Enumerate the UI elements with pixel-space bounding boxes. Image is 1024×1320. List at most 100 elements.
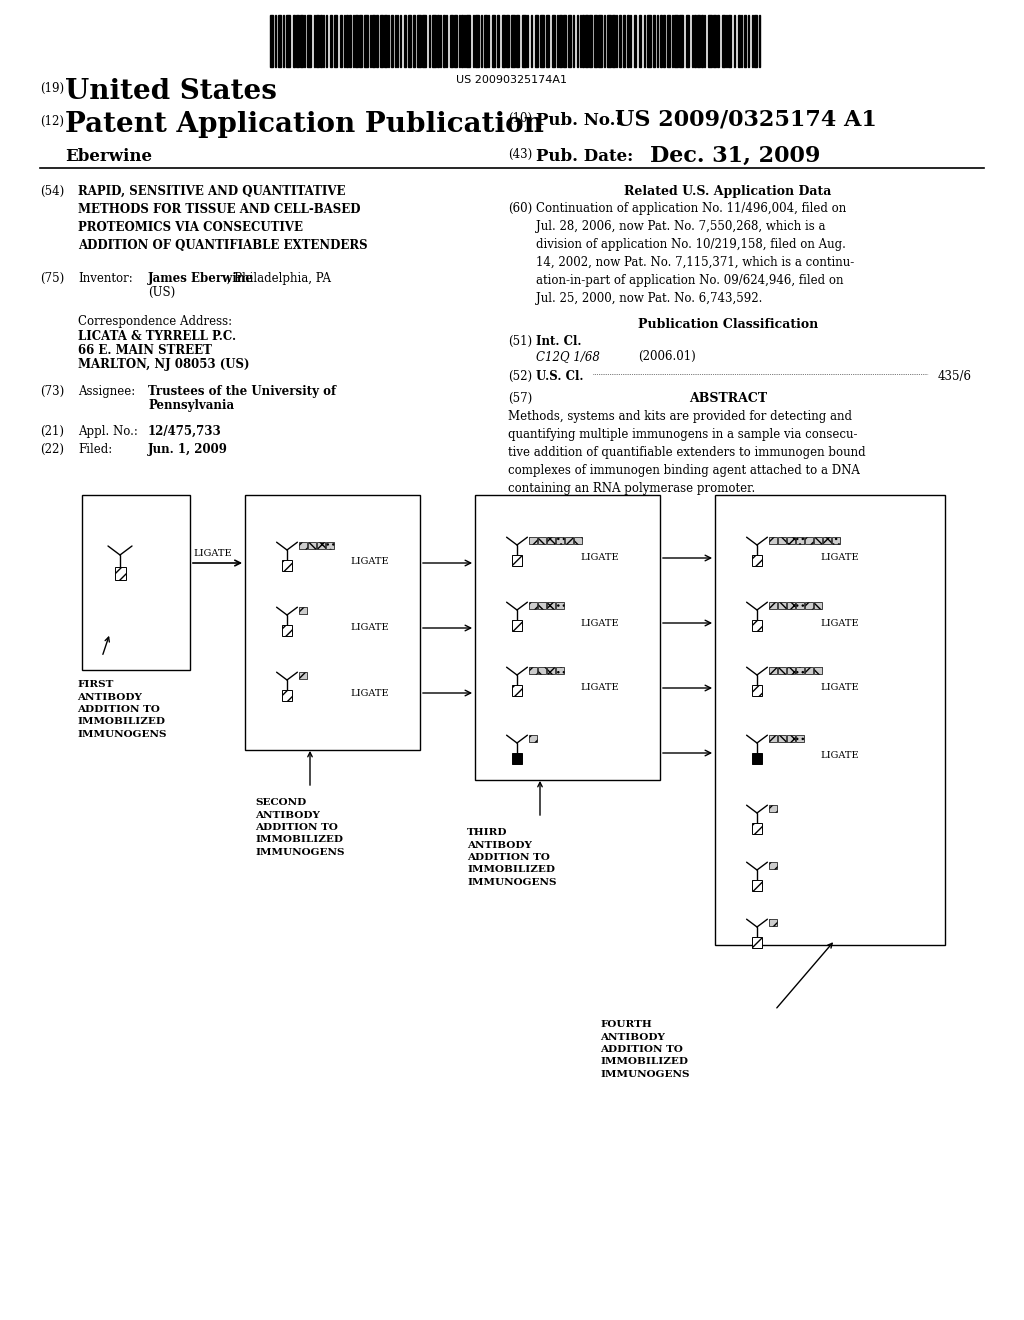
Bar	[282, 690, 292, 701]
Bar	[725, 15, 727, 67]
Bar	[497, 15, 499, 67]
Text: THIRD
ANTIBODY
ADDITION TO
IMMOBILIZED
IMMUNOGENS: THIRD ANTIBODY ADDITION TO IMMOBILIZED I…	[467, 828, 556, 887]
Bar	[466, 15, 469, 67]
Text: (73): (73)	[40, 385, 65, 399]
Bar	[548, 602, 555, 609]
Bar	[778, 735, 786, 742]
Bar	[417, 15, 421, 67]
Bar	[296, 15, 299, 67]
Bar	[787, 667, 796, 673]
Bar	[769, 602, 777, 609]
Bar	[506, 15, 509, 67]
Bar	[814, 602, 822, 609]
Text: MARLTON, NJ 08053 (US): MARLTON, NJ 08053 (US)	[78, 358, 250, 371]
Text: Pub. No.:: Pub. No.:	[536, 112, 622, 129]
Bar	[317, 541, 326, 549]
Bar	[529, 537, 538, 544]
Bar	[330, 15, 332, 67]
Text: (43): (43)	[508, 148, 532, 161]
Bar	[270, 15, 273, 67]
Bar	[582, 15, 584, 67]
Bar	[283, 15, 284, 67]
Bar	[526, 15, 528, 67]
Bar	[539, 602, 547, 609]
Bar	[286, 15, 290, 67]
Text: (22): (22)	[40, 444, 63, 455]
Bar	[529, 735, 538, 742]
Bar	[552, 15, 555, 67]
Text: Pennsylvania: Pennsylvania	[148, 399, 234, 412]
Bar	[323, 15, 324, 67]
Bar	[512, 554, 522, 566]
Bar	[539, 667, 547, 673]
Bar	[752, 685, 762, 696]
Bar	[529, 667, 538, 673]
Bar	[539, 537, 547, 544]
Bar	[349, 15, 350, 67]
Bar	[548, 537, 555, 544]
Text: (12): (12)	[40, 115, 63, 128]
Bar	[639, 15, 640, 67]
Bar	[82, 495, 190, 671]
Bar	[585, 15, 588, 67]
Bar	[364, 15, 368, 67]
Bar	[540, 15, 544, 67]
Bar	[454, 15, 457, 67]
Text: Patent Application Publication: Patent Application Publication	[65, 111, 544, 139]
Bar	[483, 15, 486, 67]
Bar	[340, 15, 342, 67]
Bar	[679, 15, 683, 67]
Text: 435/6: 435/6	[938, 370, 972, 383]
Bar	[618, 15, 621, 67]
Bar	[769, 667, 777, 673]
Bar	[752, 822, 762, 834]
Text: 12/475,733: 12/475,733	[148, 425, 222, 438]
Bar	[612, 15, 615, 67]
Bar	[390, 15, 393, 67]
Text: Correspondence Address:: Correspondence Address:	[78, 315, 232, 327]
Bar	[556, 537, 564, 544]
Bar	[487, 15, 489, 67]
Text: LIGATE: LIGATE	[350, 689, 389, 697]
Text: 66 E. MAIN STREET: 66 E. MAIN STREET	[78, 345, 212, 356]
Bar	[245, 495, 420, 750]
Text: , Philadelphia, PA: , Philadelphia, PA	[148, 272, 331, 285]
Bar	[574, 537, 583, 544]
Bar	[521, 15, 525, 67]
Text: Inventor:: Inventor:	[78, 272, 133, 285]
Bar	[282, 560, 292, 572]
Bar	[380, 15, 383, 67]
Bar	[529, 602, 538, 609]
Bar	[334, 15, 337, 67]
Bar	[797, 735, 805, 742]
Bar	[589, 15, 592, 67]
Bar	[652, 15, 655, 67]
Bar	[512, 685, 522, 696]
Bar	[744, 15, 745, 67]
Bar	[299, 541, 307, 549]
Bar	[359, 15, 362, 67]
Bar	[306, 15, 310, 67]
Bar	[606, 15, 610, 67]
Text: US 2009/0325174 A1: US 2009/0325174 A1	[615, 110, 877, 131]
Bar	[556, 15, 558, 67]
Bar	[787, 602, 796, 609]
Bar	[567, 15, 570, 67]
Text: (2006.01): (2006.01)	[638, 350, 695, 363]
Bar	[823, 537, 831, 544]
Text: Related U.S. Application Data: Related U.S. Application Data	[625, 185, 831, 198]
Bar	[535, 15, 538, 67]
Bar	[512, 620, 522, 631]
Bar	[708, 15, 712, 67]
Text: Continuation of application No. 11/496,004, filed on
Jul. 28, 2006, now Pat. No.: Continuation of application No. 11/496,0…	[536, 202, 854, 305]
Bar	[722, 15, 725, 67]
Bar	[461, 15, 463, 67]
Bar	[431, 15, 435, 67]
Bar	[778, 667, 786, 673]
Bar	[563, 15, 566, 67]
Bar	[663, 15, 665, 67]
Text: (21): (21)	[40, 425, 63, 438]
Bar	[403, 15, 406, 67]
Bar	[769, 919, 777, 925]
Text: US 20090325174A1: US 20090325174A1	[457, 75, 567, 84]
